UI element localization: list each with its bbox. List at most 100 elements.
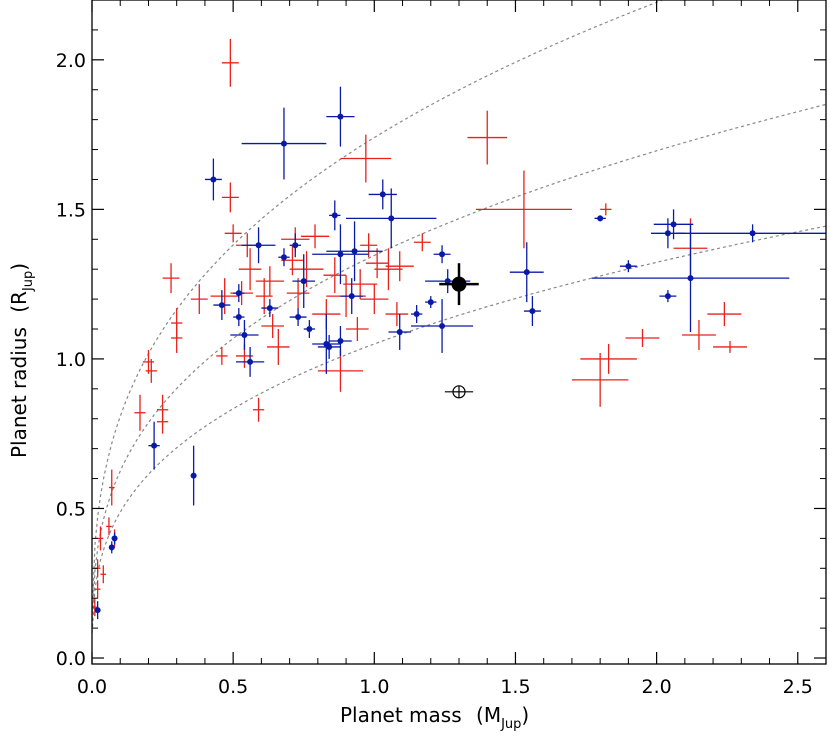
blue-marker xyxy=(247,358,254,365)
x-axis-label-text: Planet mass xyxy=(340,703,462,727)
blue-point xyxy=(278,248,290,267)
blue-marker xyxy=(306,326,313,333)
blue-point xyxy=(411,299,474,353)
y-tick-label: 0.5 xyxy=(56,498,86,520)
red-point xyxy=(360,233,378,258)
x-axis-unit: M xyxy=(484,703,501,727)
blue-point xyxy=(594,215,606,222)
red-point xyxy=(682,320,716,350)
red-point xyxy=(100,565,107,584)
blue-point xyxy=(317,334,341,359)
blue-point xyxy=(261,299,279,318)
red-point xyxy=(190,284,208,315)
blue-point xyxy=(326,86,355,147)
red-point xyxy=(707,302,742,327)
blue-point xyxy=(111,532,118,545)
reference-point xyxy=(444,385,474,399)
blue-marker xyxy=(111,535,118,542)
x-tick-label: 2.0 xyxy=(642,676,672,698)
blue-point xyxy=(292,254,316,309)
red-point xyxy=(261,314,284,338)
red-point xyxy=(106,517,112,536)
blue-marker xyxy=(687,275,694,282)
x-tick-label: 0.0 xyxy=(77,676,107,698)
blue-point xyxy=(289,308,307,327)
blue-point xyxy=(235,346,265,377)
red-point xyxy=(600,203,612,216)
blue-point xyxy=(591,224,790,332)
x-axis-unit-sub: Jup xyxy=(500,717,521,732)
blue-marker xyxy=(241,331,248,338)
blue-marker xyxy=(625,263,632,270)
red-point xyxy=(210,278,239,315)
iso-density-curves xyxy=(92,0,826,634)
axes: 0.0 0.5 1.0 1.5 2.0 2.5 0.0 0.5 1.0 1.5 2.0 xyxy=(56,0,827,698)
red-point xyxy=(346,317,369,341)
red-point xyxy=(142,349,155,374)
y-tick-label: 1.0 xyxy=(56,349,86,371)
red-point xyxy=(413,233,431,252)
blue-point xyxy=(329,326,352,356)
blue-point xyxy=(653,209,694,240)
blue-point xyxy=(241,107,327,180)
blue-marker xyxy=(331,212,338,219)
blue-point xyxy=(433,245,451,264)
red-point xyxy=(134,394,146,431)
y-axis-label: Planet radius (RJup) xyxy=(7,263,36,458)
red-point xyxy=(267,329,290,365)
blue-marker xyxy=(670,221,677,228)
blue-point xyxy=(388,314,412,350)
blue-point xyxy=(659,290,677,303)
red-point xyxy=(385,302,409,327)
blue-point xyxy=(523,296,541,327)
blue-marker xyxy=(235,314,242,321)
blue-point xyxy=(303,320,316,338)
y-axis-unit-sub: Jup xyxy=(21,271,36,292)
red-point xyxy=(625,329,660,347)
blue-point xyxy=(148,421,160,470)
blue-marker xyxy=(190,472,197,479)
blue-point xyxy=(94,601,101,620)
red-point xyxy=(323,257,347,294)
red-point xyxy=(171,323,183,353)
red-point xyxy=(216,346,228,365)
highlight-point xyxy=(439,263,479,306)
blue-marker xyxy=(94,607,101,614)
red-point xyxy=(238,248,262,291)
blue-point xyxy=(411,305,423,324)
blue-point xyxy=(346,188,437,249)
red-point xyxy=(580,343,637,374)
blue-point xyxy=(213,290,231,321)
blue-point xyxy=(676,224,826,243)
blue-point xyxy=(108,541,115,554)
blue-marker xyxy=(523,269,530,276)
red-point xyxy=(343,269,378,300)
x-tick-label: 0.5 xyxy=(218,676,248,698)
blue-marker xyxy=(108,544,115,551)
blue-marker xyxy=(255,242,262,249)
red-point xyxy=(92,598,98,617)
blue-point xyxy=(204,158,222,201)
red-point xyxy=(224,224,242,243)
blue-marker xyxy=(664,230,671,237)
blue-point xyxy=(190,445,197,506)
blue-marker xyxy=(337,337,344,344)
blue-marker xyxy=(351,248,358,255)
red-point xyxy=(571,352,629,407)
y-axis-unit: R xyxy=(7,291,31,305)
red-point xyxy=(374,248,403,291)
blue-marker xyxy=(151,442,158,449)
y-tick-label: 2.0 xyxy=(56,50,86,72)
blue-point xyxy=(509,242,544,303)
blue-marker xyxy=(337,251,344,258)
x-tick-label: 1.0 xyxy=(359,676,389,698)
blue-marker xyxy=(266,305,273,312)
blue-marker xyxy=(280,254,287,261)
blue-point xyxy=(233,284,245,303)
red-point xyxy=(286,278,310,309)
red-point xyxy=(340,134,392,183)
red-point xyxy=(475,170,572,249)
red-point xyxy=(221,182,239,213)
blue-point xyxy=(368,179,397,210)
